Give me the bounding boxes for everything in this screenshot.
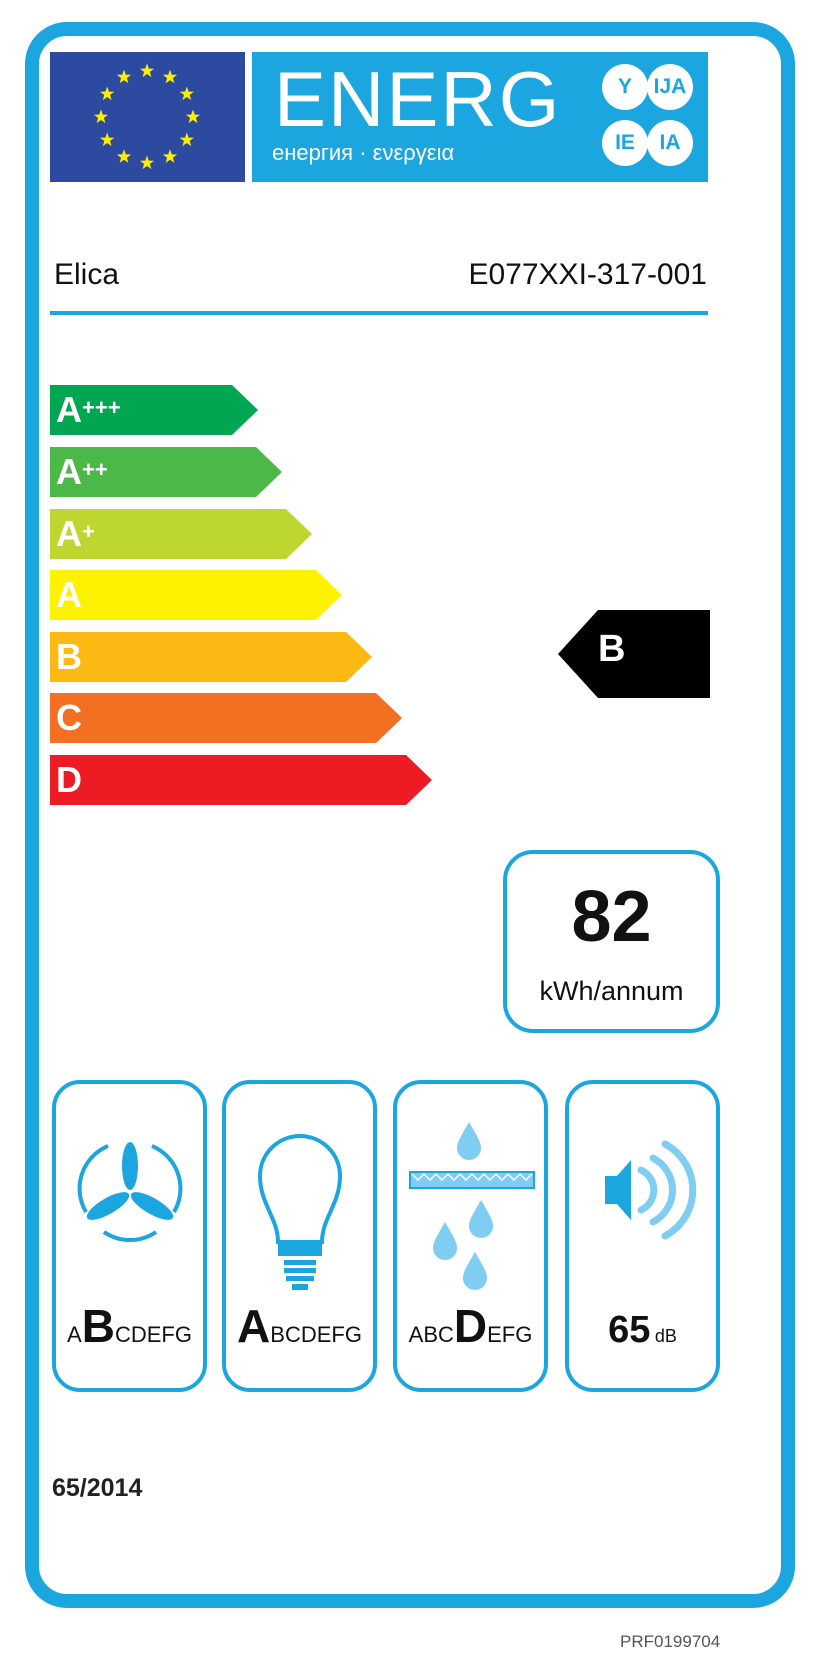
fan-icon <box>77 1142 183 1243</box>
grease-filtering-efficiency-box: ABCDEFG <box>393 1080 548 1392</box>
rating-class: B <box>598 628 626 670</box>
consumption-unit: kWh/annum <box>539 976 684 1006</box>
star-icon <box>139 63 155 78</box>
energy-header: ENERG енергия · ενεργεια Y IJA IE IA <box>252 52 708 182</box>
scale-before: A <box>67 1322 82 1347</box>
consumption-value: 82 <box>571 877 652 957</box>
regulation-number: 65/2014 <box>52 1474 143 1502</box>
star-icon <box>93 109 109 124</box>
noise-unit: dB <box>654 1326 677 1346</box>
language-suffix: IE <box>602 120 648 166</box>
grease-filtering-class: D <box>453 1300 488 1352</box>
scale-after: BCDEFG <box>270 1322 362 1347</box>
language-suffix: IJA <box>647 64 693 110</box>
star-icon <box>116 69 132 84</box>
scale-after: EFG <box>487 1322 533 1347</box>
energy-class-label: A+++ <box>56 389 121 430</box>
label-frame <box>25 22 795 1608</box>
energy-class-label: A+ <box>56 513 95 554</box>
light-bulb-icon <box>257 1134 343 1290</box>
eu-flag-logo <box>50 52 245 182</box>
speaker-icon <box>605 1140 697 1240</box>
energy-class-label: A++ <box>56 451 108 492</box>
fluid-dynamic-efficiency-box: ABCDEFG <box>52 1080 207 1392</box>
rating-arrow <box>558 610 710 698</box>
star-icon <box>162 69 178 84</box>
noise-value: 65 <box>608 1309 651 1351</box>
scale-before: ABC <box>408 1322 454 1347</box>
star-icon <box>100 86 115 101</box>
energy-class-label: B <box>56 636 82 677</box>
energy-word: ENERG <box>274 55 562 143</box>
star-icon <box>116 149 132 163</box>
star-icon <box>185 109 201 124</box>
language-suffix: IA <box>647 120 693 166</box>
star-icon <box>179 86 194 101</box>
energy-class-label: D <box>56 759 82 800</box>
energy-subtitle: енергия · ενεργεια <box>272 140 455 165</box>
star-icon <box>179 132 194 147</box>
noise-box: 65 dB <box>565 1080 720 1392</box>
supplier-name: Elica <box>54 258 120 291</box>
energy-class-label: A <box>56 574 82 615</box>
lighting-efficiency-box: ABCDEFG <box>222 1080 377 1392</box>
reference-code: PRF0199704 <box>620 1632 721 1651</box>
rating-indicator: B <box>558 610 710 698</box>
divider <box>50 311 708 315</box>
grease-filter-icon <box>409 1122 535 1290</box>
energy-class-label: C <box>56 697 82 738</box>
scale-after: CDEFG <box>114 1322 192 1347</box>
model-identifier: E077XXI-317-001 <box>468 258 707 291</box>
star-icon <box>100 132 115 147</box>
fluid-dynamic-class: B <box>81 1300 115 1352</box>
energy-consumption-box: 82 kWh/annum <box>503 850 720 1033</box>
lighting-class: A <box>237 1300 271 1352</box>
language-suffix: Y <box>602 64 648 110</box>
star-icon <box>139 155 155 170</box>
star-icon <box>162 149 178 163</box>
